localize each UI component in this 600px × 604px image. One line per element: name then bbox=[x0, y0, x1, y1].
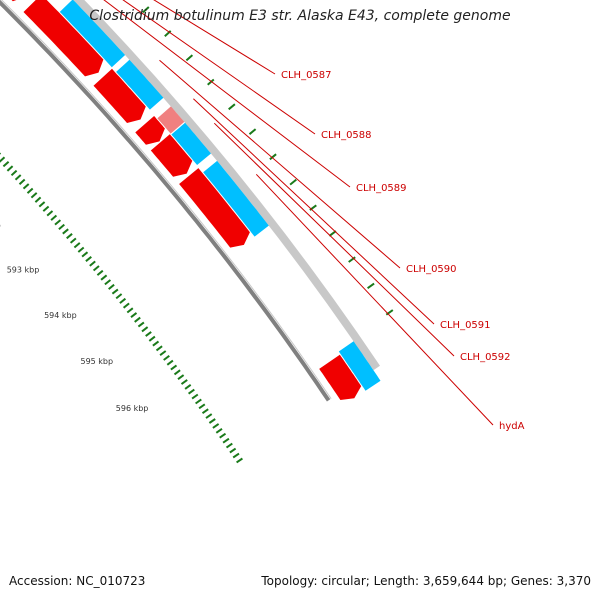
inner-tick-major bbox=[109, 285, 114, 289]
gene-label: hydA bbox=[499, 421, 525, 432]
inner-tick-minor bbox=[63, 229, 68, 234]
outer-tick bbox=[290, 180, 296, 185]
inner-tick-minor bbox=[199, 404, 205, 408]
inner-tick-minor bbox=[55, 220, 60, 225]
inner-tick-minor bbox=[230, 449, 236, 453]
inner-tick-minor bbox=[206, 414, 212, 418]
inner-tick-minor bbox=[116, 294, 121, 298]
ruler-tick-label: 595 kbp bbox=[80, 357, 113, 366]
gene-label: CLH_0591 bbox=[440, 320, 491, 331]
inner-tick-minor bbox=[213, 424, 219, 428]
inner-tick-minor bbox=[192, 395, 198, 399]
genome-summary-text: Topology: circular; Length: 3,659,644 bp… bbox=[261, 574, 591, 588]
inner-tick-major bbox=[71, 238, 76, 243]
inner-tick-minor bbox=[101, 275, 107, 280]
inner-tick-minor bbox=[167, 361, 173, 365]
inner-tick-minor bbox=[127, 308, 133, 312]
outer-tick bbox=[229, 104, 235, 109]
inner-tick-minor bbox=[39, 202, 44, 207]
inner-tick-minor bbox=[43, 207, 48, 212]
inner-tick-minor bbox=[90, 261, 95, 266]
inner-tick-minor bbox=[157, 346, 163, 350]
ruler-tick-label: 592 kbp bbox=[0, 221, 1, 230]
inner-tick-minor bbox=[7, 166, 12, 171]
inner-tick-minor bbox=[149, 337, 155, 341]
inner-tick-minor bbox=[82, 252, 87, 256]
gene-callout-line bbox=[256, 174, 493, 425]
inner-tick-minor bbox=[16, 175, 21, 180]
inner-tick-minor bbox=[97, 271, 102, 275]
inner-tick-minor bbox=[171, 365, 177, 369]
inner-tick-minor bbox=[51, 216, 56, 221]
inner-tick-minor bbox=[233, 454, 239, 458]
accession-text: Accession: NC_010723 bbox=[9, 574, 145, 588]
inner-tick-minor bbox=[0, 157, 4, 162]
gene-label: CLH_0590 bbox=[406, 264, 457, 275]
inner-tick-minor bbox=[203, 409, 209, 413]
inner-tick-minor bbox=[28, 189, 33, 194]
inner-tick-minor bbox=[105, 280, 111, 284]
ruler-tick-label: 593 kbp bbox=[7, 265, 40, 274]
inner-tick-minor bbox=[185, 385, 191, 389]
gene-label: CLH_0592 bbox=[460, 352, 511, 363]
genome-backbone-highlight bbox=[0, 0, 331, 399]
inner-tick-minor bbox=[59, 225, 64, 230]
inner-tick-minor bbox=[142, 327, 148, 331]
inner-tick-minor bbox=[35, 197, 40, 202]
inner-tick-major bbox=[216, 429, 222, 433]
gene-label: CLH_0589 bbox=[356, 183, 407, 194]
inner-tick-minor bbox=[223, 439, 229, 443]
inner-tick-major bbox=[146, 332, 152, 336]
inner-tick-minor bbox=[175, 370, 181, 374]
inner-tick-minor bbox=[196, 399, 202, 403]
gene-label: CLH_0588 bbox=[321, 130, 372, 141]
inner-tick-minor bbox=[94, 266, 99, 271]
forward-strand-feature bbox=[11, 0, 30, 1]
outer-tick bbox=[250, 129, 256, 134]
inner-tick-major bbox=[31, 193, 36, 198]
inner-tick-minor bbox=[124, 303, 130, 307]
inner-tick-minor bbox=[112, 289, 118, 293]
inner-tick-minor bbox=[164, 356, 170, 360]
inner-tick-minor bbox=[189, 390, 195, 394]
inner-tick-minor bbox=[47, 211, 52, 216]
outer-tick bbox=[368, 284, 375, 289]
inner-tick-minor bbox=[74, 243, 79, 248]
gene-label: CLH_0587 bbox=[281, 70, 332, 81]
inner-tick-minor bbox=[227, 444, 233, 448]
inner-tick-minor bbox=[237, 459, 243, 463]
inner-tick-minor bbox=[138, 322, 144, 326]
inner-tick-major bbox=[182, 380, 188, 384]
ruler-tick-label: 596 kbp bbox=[116, 404, 149, 413]
inner-tick-minor bbox=[67, 234, 72, 239]
inner-tick-minor bbox=[78, 248, 83, 253]
inner-tick-minor bbox=[160, 351, 166, 355]
inner-tick-minor bbox=[153, 341, 159, 345]
ruler-tick-label: 594 kbp bbox=[44, 311, 77, 320]
inner-tick-minor bbox=[135, 318, 141, 322]
inner-tick-minor bbox=[20, 180, 25, 185]
inner-tick-minor bbox=[86, 257, 91, 261]
inner-tick-minor bbox=[12, 171, 17, 176]
inner-tick-minor bbox=[131, 313, 137, 317]
gene-callout-line bbox=[214, 123, 454, 356]
map-title: Clostridium botulinum E3 str. Alaska E43… bbox=[0, 8, 600, 24]
outer-tick bbox=[186, 55, 192, 60]
inner-tick-minor bbox=[220, 434, 226, 438]
inner-tick-minor bbox=[3, 162, 8, 167]
genome-backbone bbox=[0, 0, 329, 400]
inner-tick-minor bbox=[24, 184, 29, 189]
inner-tick-minor bbox=[178, 375, 184, 379]
inner-tick-minor bbox=[120, 299, 126, 303]
inner-tick-minor bbox=[209, 419, 215, 423]
